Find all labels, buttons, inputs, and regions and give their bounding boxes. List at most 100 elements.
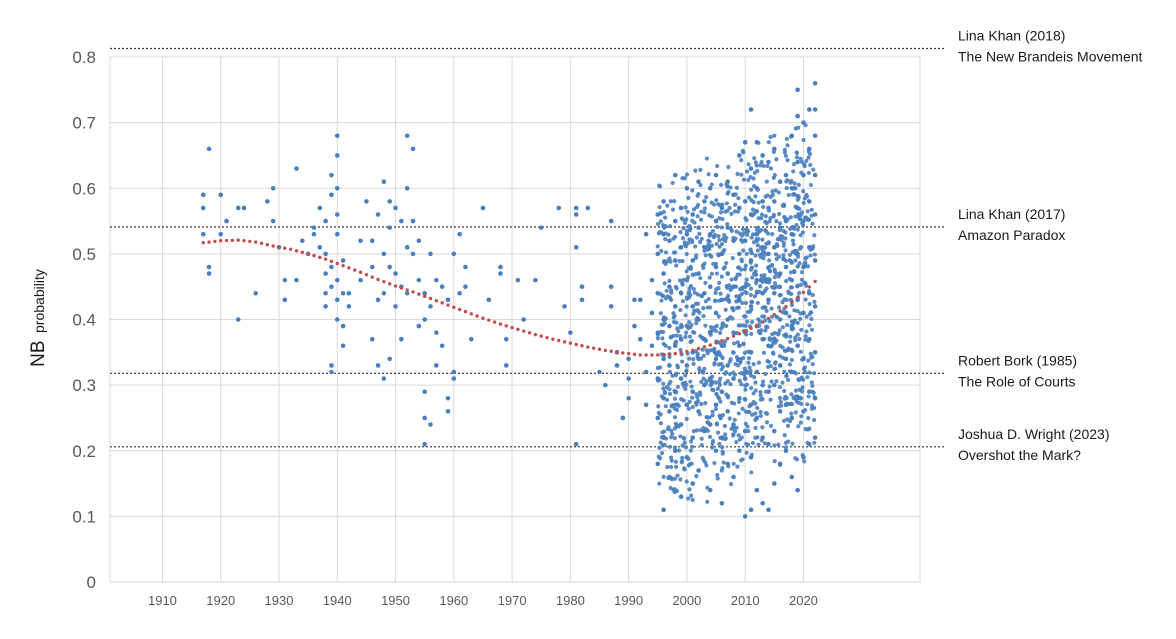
scatter-point [637,336,643,342]
scatter-point [682,220,688,225]
scatter-point [803,407,808,413]
scatter-point [694,253,699,258]
scatter-point [811,167,816,172]
trend-point [353,268,357,272]
scatter-point [777,328,782,333]
scatter-point [697,368,702,374]
trend-point [772,312,777,317]
scatter-point [736,411,741,416]
scatter-point [780,345,785,350]
scatter-point [748,373,754,378]
scatter-point [714,421,719,426]
scatter-point [667,284,672,289]
scatter-point [773,188,778,193]
scatter-point [698,167,703,173]
scatter-point [393,271,398,276]
trend-point [469,312,473,316]
scatter-point [793,410,798,415]
scatter-point [763,278,768,284]
scatter-point [690,444,695,449]
scatter-point [709,271,715,276]
scatter-point [783,258,789,264]
scatter-point [749,452,754,457]
scatter-point [683,330,689,335]
scatter-point [713,290,718,295]
scatter-point [795,227,800,232]
scatter-point [733,236,738,241]
scatter-point [663,236,668,242]
trend-point [207,240,211,244]
scatter-point [765,163,770,169]
scatter-point [666,425,671,430]
trend-point [784,304,788,309]
scatter-point [498,271,503,276]
scatter-point [694,428,699,433]
scatter-point [701,314,706,319]
y-tick-label: 0.8 [72,48,96,67]
scatter-point [795,159,800,165]
x-tick-label: 1950 [381,593,410,608]
scatter-point [358,277,363,283]
scatter-point [792,248,797,253]
trend-point [725,336,730,341]
scatter-point [626,395,631,401]
reference-label-title: Lina Khan (2018) [958,27,1065,43]
scatter-point [749,235,754,240]
scatter-point [753,253,758,258]
scatter-point [218,231,224,237]
scatter-point [735,171,740,177]
scatter-point [742,350,747,355]
scatter-point [772,382,777,388]
scatter-point [568,330,573,335]
trend-point [539,334,543,338]
scatter-point [737,272,742,277]
scatter-point [799,401,804,407]
scatter-point [755,435,760,440]
scatter-point [743,281,749,286]
scatter-point [714,241,719,247]
scatter-point [677,259,682,264]
scatter-point [810,221,815,226]
scatter-point [694,321,699,326]
scatter-point [722,432,728,437]
scatter-point [707,275,712,280]
scatter-point [803,256,808,261]
scatter-point [416,323,422,329]
scatter-point [334,317,340,322]
reference-label-title: Lina Khan (2017) [958,206,1065,222]
scatter-point [663,215,668,220]
scatter-point [200,231,206,237]
scatter-point [720,449,725,454]
scatter-point [806,389,812,394]
scatter-point [710,413,715,418]
trend-point [603,348,608,353]
scatter-point [735,363,741,368]
scatter-point [416,277,422,283]
scatter-point [670,373,675,378]
scatter-point [603,382,608,388]
scatter-point [797,290,802,296]
scatter-point [763,194,768,199]
scatter-point [811,417,817,423]
reference-label-subtitle: Amazon Paradox [958,227,1065,243]
scatter-point [664,288,669,293]
scatter-point [691,361,696,367]
scatter-point [773,252,779,257]
trend-point [562,340,567,344]
scatter-point [795,283,800,288]
scatter-point [672,476,678,481]
scatter-point [683,334,688,339]
scatter-point [726,464,731,469]
scatter-point [756,360,762,365]
scatter-point [744,277,749,282]
scatter-point [768,397,773,402]
scatter-point [745,319,750,324]
scatter-point [712,234,717,240]
trend-point [591,346,596,350]
scatter-point [812,304,818,309]
trend-point [801,290,806,295]
scatter-point [695,354,700,359]
scatter-point [742,314,747,319]
scatter-point [786,377,791,383]
scatter-point [727,283,732,288]
